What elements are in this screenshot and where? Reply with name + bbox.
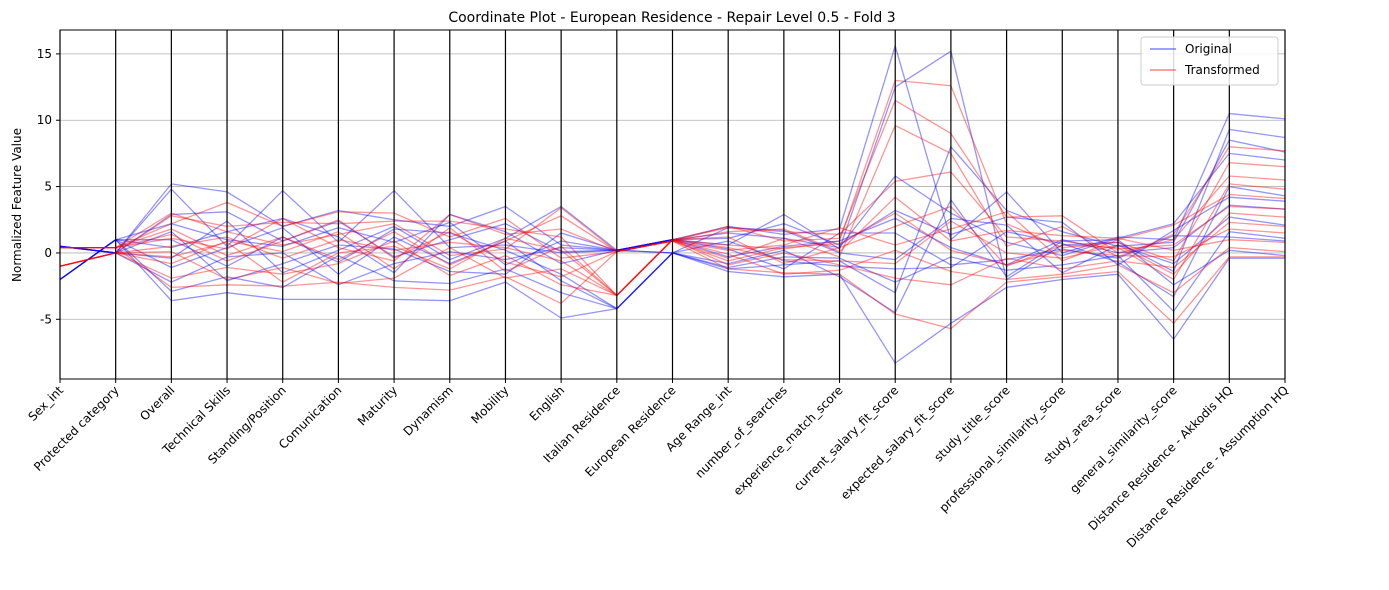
feature-axis-label: expected_salary_fit_score <box>838 383 957 502</box>
plot-frame <box>59 29 1286 380</box>
feature-axis-label: Dynamism <box>401 383 456 438</box>
feature-axis-label: number_of_searches <box>692 383 790 481</box>
feature-axes <box>59 30 1286 383</box>
y-tick-label: 10 <box>37 113 52 127</box>
chart-title: Coordinate Plot - European Residence - R… <box>448 10 895 26</box>
y-axis-ticks: -5 0 5 10 15 <box>37 47 60 326</box>
legend: Original Transformed <box>1140 36 1279 86</box>
feature-axis-label: Mobility <box>468 383 511 426</box>
y-tick-label: -5 <box>40 312 52 326</box>
feature-axis-label: Overall <box>137 383 177 423</box>
y-tick-label: 15 <box>37 47 52 61</box>
y-tick-label: 0 <box>44 246 52 260</box>
y-tick-label: 5 <box>44 180 52 194</box>
feature-axis-label: general_similarity_score <box>1067 383 1180 496</box>
legend-label-original: Original <box>1185 42 1232 56</box>
feature-axis-label: current_salary_fit_score <box>791 383 901 493</box>
feature-axis-label: Sex_int <box>25 383 66 424</box>
feature-axis-label: experience_match_score <box>731 383 846 498</box>
feature-axis-label: English <box>527 383 568 424</box>
legend-label-transformed: Transformed <box>1184 63 1260 77</box>
y-axis-label: Normalized Feature Value <box>10 128 24 282</box>
feature-axis-label: Maturity <box>355 383 400 428</box>
feature-axis-label: European Residence <box>582 383 678 479</box>
